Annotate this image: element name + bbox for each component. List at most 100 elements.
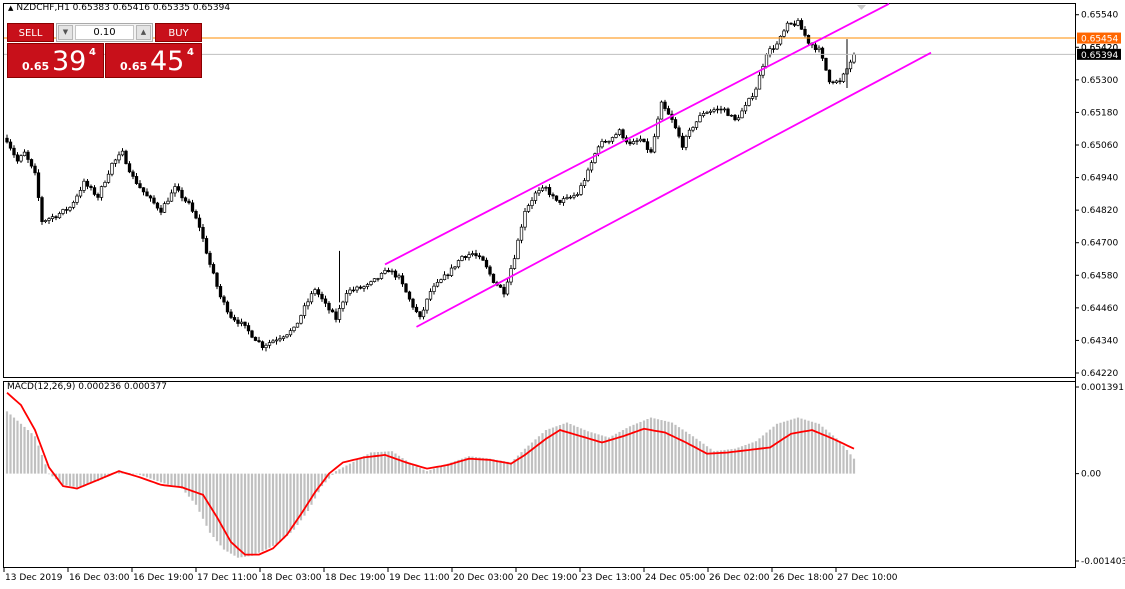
macd-histogram-bar [530,442,534,474]
macd-histogram-bar [600,435,604,474]
candle-body [677,127,681,137]
candle [404,283,408,293]
macd-histogram-bar [271,473,275,546]
macd-histogram-bar [698,441,702,474]
macd-histogram-bar [551,427,555,474]
candle [229,309,233,319]
sell-button[interactable]: SELL [7,23,54,42]
macd-histogram-bar [520,452,523,474]
macd-histogram-bar [467,456,471,474]
candle [173,183,177,197]
candle-body [355,286,359,291]
candle-body [565,197,569,200]
candle [190,199,195,213]
macd-histogram-bar [677,427,681,474]
candle-body [162,203,167,213]
candle [540,185,545,192]
candle [288,328,293,337]
candle-body [579,185,583,195]
macd-histogram-bar [807,420,810,474]
candle [12,145,16,158]
macd-histogram-bar [810,421,814,474]
volume-down-icon[interactable]: ▼ [58,25,73,40]
macd-histogram-bar [117,471,121,474]
macd-histogram-bar [614,433,618,474]
volume-up-icon[interactable]: ▲ [136,25,151,40]
macd-histogram-bar [425,471,429,474]
candle-body [516,239,520,260]
time-tick-label: 26 Dec 02:00 [709,573,770,583]
candle-body [145,191,149,197]
buy-price-box[interactable]: 0.65 45 4 [105,43,202,78]
macd-histogram-bar [317,473,320,493]
candle-body [708,110,713,113]
candle [593,152,597,164]
macd-histogram-bar [233,473,236,556]
macd-histogram-bar [730,449,733,474]
candle-body [806,34,811,44]
candle-body [782,30,786,37]
candle-body [183,197,188,202]
candle [638,135,643,143]
candle [330,308,335,313]
macd-histogram-bar [310,473,313,505]
candle [680,132,685,151]
price-tick-label: 0.64220 [1081,369,1118,379]
candle [736,114,741,122]
macd-histogram-bar [674,424,677,474]
candle [694,121,699,130]
candle-body [540,187,545,191]
candle-body [365,284,370,287]
candle [180,187,184,202]
candle-body [260,341,265,348]
collapse-triangle-icon[interactable]: ▲ [8,4,14,12]
candle [645,138,650,154]
macd-histogram-bar [341,467,345,474]
candle-body [33,165,37,174]
candle-body [498,284,503,288]
sell-price-box[interactable]: 0.65 39 4 [7,43,104,78]
candle-body [278,338,282,341]
candle [712,107,716,114]
macd-histogram-bar [243,473,247,557]
candle-body [61,209,65,214]
buy-price-prefix: 0.65 [120,60,148,73]
candle-body [771,48,776,50]
macd-histogram-bar [597,434,600,474]
candle-body [792,23,797,26]
candle [467,251,471,261]
candle [477,252,482,260]
candle [379,272,384,280]
candle [155,201,160,211]
time-tick-label: 20 Dec 19:00 [517,573,578,583]
ask-price-tag-label: 0.65454 [1081,35,1118,45]
volume-input[interactable]: 0.10 [75,25,134,40]
symbol-line: NZDCHF,H1 0.65383 0.65416 0.65335 0.6539… [16,3,231,13]
candle-body [799,20,804,30]
macd-histogram-bar [51,473,54,477]
candle [421,306,426,320]
candle [733,114,737,122]
chart-shift-marker[interactable] [857,5,866,10]
candle [568,195,573,200]
candle [572,192,576,200]
macd-histogram-bar [229,473,233,554]
macd-histogram-bar [765,432,768,474]
candle [201,223,205,242]
macd-histogram-bar [247,473,250,557]
candle [281,335,286,342]
candle [442,271,447,281]
macd-histogram-bar [401,458,404,474]
time-tick-label: 19 Dec 11:00 [389,573,450,583]
candle [82,178,86,194]
candle-body [239,321,244,324]
candle-body [68,207,72,211]
macd-histogram-bar [621,430,625,474]
macd-histogram-bar [313,473,317,499]
candle [78,186,83,199]
macd-histogram-bar [366,454,369,474]
candle [558,199,562,206]
candle [757,72,762,90]
buy-button[interactable]: BUY [155,23,202,42]
macd-histogram-bar [838,441,842,474]
